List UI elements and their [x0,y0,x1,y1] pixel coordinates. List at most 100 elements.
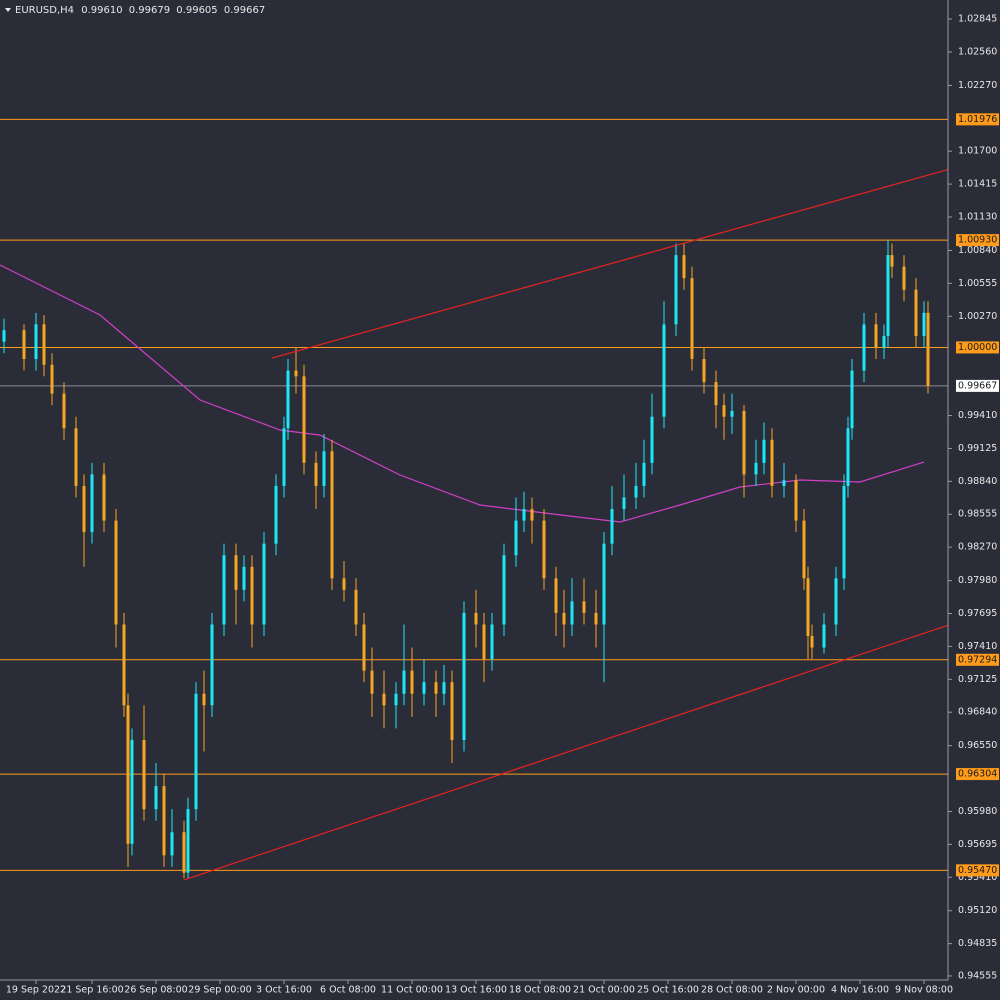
current-price-box [956,379,999,392]
candle-body [342,578,346,590]
candle-body [662,324,666,417]
x-tick-label: 25 Oct 16:00 [637,985,699,996]
candle-body [394,693,398,706]
x-tick-label: 21 Oct 00:00 [573,985,635,996]
candle-body [562,612,566,625]
level-label: 0.97294 [958,654,997,665]
candle-body [542,520,546,579]
plot-area [0,118,949,881]
y-tick-label: 0.97980 [958,575,997,586]
candle-body [842,485,846,579]
level-label: 1.01976 [958,114,997,125]
x-tick-label: 6 Oct 08:00 [320,985,376,996]
candle-body [354,589,358,625]
y-tick-label: 0.97695 [958,608,997,619]
candle-body [242,566,246,590]
y-tick-label: 0.98270 [958,542,997,553]
x-tick-label: 18 Oct 08:00 [509,985,571,996]
candle-body [194,693,198,810]
x-tick-label: 29 Sep 00:00 [188,985,251,996]
candle-body [742,410,746,475]
candle-body [82,485,86,533]
candle-body [234,555,238,590]
candle-body [882,335,886,348]
candle-body [34,324,38,359]
x-tick-label: 13 Oct 16:00 [445,985,507,996]
x-tick-label: 28 Oct 08:00 [701,985,763,996]
candle-body [674,255,678,325]
candle-body [690,278,694,359]
level-label-box [956,653,999,666]
y-tick-label: 1.02270 [958,80,997,91]
candle-body [802,520,806,579]
candle-body [126,705,130,844]
level-label: 1.00000 [958,342,997,353]
moving-average [0,264,925,523]
level-label-box [956,864,999,877]
candle-body [222,555,226,625]
y-tick-label: 0.95410 [958,872,997,883]
candle-body [770,439,774,486]
trendline [183,624,949,881]
candle-body [822,624,826,648]
candle-body [482,624,486,660]
candle-body [602,543,606,625]
header-high: 0.99679 [129,5,170,16]
candle-body [294,370,298,377]
candle-body [162,786,166,856]
candle-body [806,578,810,637]
y-tick-label: 0.95695 [958,839,997,850]
candle-body [682,255,686,279]
candle-body [154,786,158,810]
level-label-box [956,113,999,126]
y-tick-label: 1.00840 [958,245,997,256]
level-label: 0.95470 [958,865,997,876]
y-tick-label: 0.98555 [958,509,997,520]
y-tick-label: 0.96840 [958,707,997,718]
y-tick-label: 0.97125 [958,674,997,685]
candle-body [594,612,598,625]
candle-body [422,682,426,694]
candle-body [702,358,706,383]
y-tick-label: 0.95120 [958,905,997,916]
candle-body [182,832,186,873]
candle-body [530,509,534,521]
candle-body [754,462,758,475]
candle-body [210,624,214,706]
candle-body [302,376,306,463]
candle-body [170,832,174,856]
candle-body [622,497,626,510]
header-close: 0.99667 [224,5,265,16]
y-tick-label: 0.98840 [958,476,997,487]
candle-body [862,324,866,371]
candle-body [890,255,894,267]
candle-body [474,612,478,625]
y-tick-label: 0.97410 [958,641,997,652]
x-tick-label: 26 Sep 08:00 [124,985,187,996]
level-label-box [956,341,999,354]
candle-body [650,416,654,463]
candle-body [442,682,446,694]
candle-body [362,624,366,671]
candle-body [434,682,438,694]
candle-body [90,474,94,533]
candle-body [142,739,146,810]
candle-body [102,474,106,521]
candle-body [634,485,638,498]
menu-arrow[interactable] [5,8,11,12]
candle-body [554,578,558,613]
candle-body [922,312,926,336]
x-tick-label: 9 Nov 08:00 [895,985,953,996]
candle-body [834,578,838,625]
candle-body [762,439,766,463]
x-tick-label: 2 Nov 00:00 [767,985,825,996]
level-label: 1.00930 [958,235,997,246]
candle-body [50,364,54,394]
y-tick-label: 0.99410 [958,410,997,421]
y-tick-label: 0.99125 [958,443,997,454]
candle-body [2,330,6,342]
candle-body [642,462,646,486]
candle-body [450,682,454,740]
x-tick-label: 19 Sep 2022 [6,985,66,996]
